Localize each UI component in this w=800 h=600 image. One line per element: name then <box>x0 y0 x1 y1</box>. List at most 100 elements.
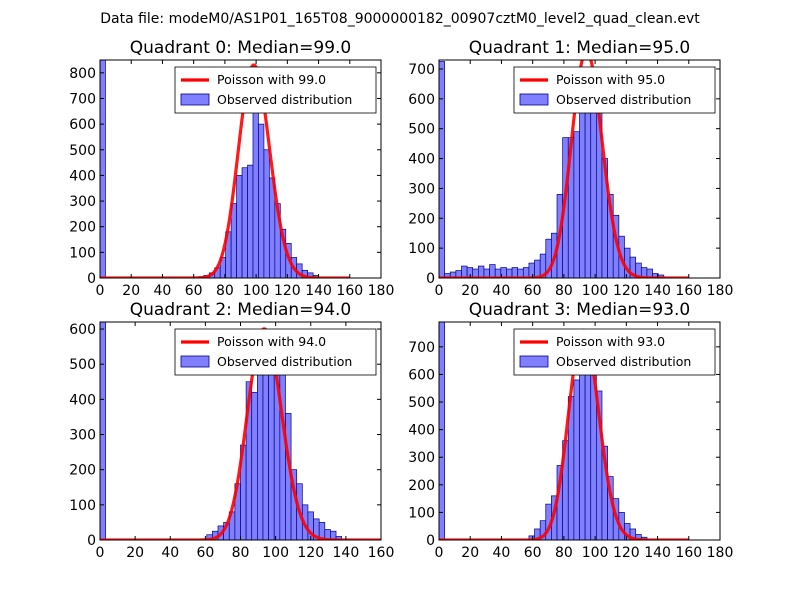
histogram-bar <box>534 259 541 278</box>
histogram-bar <box>257 349 264 540</box>
y-tick-label: 100 <box>408 505 435 521</box>
x-tick-label: 100 <box>582 545 609 561</box>
y-tick-label: 500 <box>69 357 96 373</box>
x-tick-label: 20 <box>461 545 479 561</box>
histogram-bar <box>100 60 106 278</box>
x-tick-label: 0 <box>96 545 105 561</box>
histogram-bar <box>573 379 580 540</box>
histogram-bar <box>439 322 445 540</box>
y-tick-label: 300 <box>408 450 435 466</box>
histogram-bar <box>477 265 485 278</box>
y-tick-label: 700 <box>408 340 435 356</box>
axes-frame <box>438 59 721 279</box>
subplot-title: Quadrant 2: Median=94.0 <box>130 300 352 320</box>
x-tick-label: 140 <box>305 283 332 299</box>
x-tick-label: 100 <box>582 283 609 299</box>
x-tick-label: 100 <box>262 545 289 561</box>
subplot-title: Quadrant 3: Median=93.0 <box>469 300 691 320</box>
x-tick-label: 140 <box>333 545 360 561</box>
y-tick-label: 400 <box>408 152 435 168</box>
axes-frame <box>438 321 721 541</box>
x-tick-label: 60 <box>185 283 203 299</box>
legend-observed-label: Observed distribution <box>217 92 352 107</box>
subplot-quadrant-3: Quadrant 3: Median=93.00 20 40 60 80 100 120 14… <box>408 300 733 561</box>
histogram-bar <box>439 61 445 278</box>
y-tick-label: 700 <box>408 62 435 78</box>
subplot-quadrant-0: Quadrant 0: Median=99.00 20 40 60 80 100 120 14… <box>69 38 394 299</box>
subplot-title: Quadrant 0: Median=99.0 <box>130 38 352 58</box>
x-tick-label: 0 <box>435 283 444 299</box>
x-tick-label: 80 <box>216 283 234 299</box>
histogram-bar <box>263 149 270 278</box>
histogram-bar <box>252 110 259 278</box>
x-tick-label: 120 <box>613 283 640 299</box>
legend-observed-label: Observed distribution <box>556 92 691 107</box>
x-tick-label: 0 <box>435 545 444 561</box>
x-tick-label: 60 <box>196 545 214 561</box>
y-tick-label: 200 <box>408 211 435 227</box>
histogram-bar <box>335 536 343 540</box>
x-tick-label: 40 <box>161 545 179 561</box>
y-tick-label: 400 <box>69 392 96 408</box>
histogram-bar <box>590 107 597 278</box>
y-tick-label: 400 <box>408 423 435 439</box>
histogram-bar <box>258 123 265 278</box>
x-tick-label: 120 <box>613 545 640 561</box>
x-tick-label: 80 <box>232 545 250 561</box>
y-tick-label: 600 <box>69 322 96 338</box>
histogram-bar <box>461 265 468 278</box>
x-tick-label: 60 <box>524 545 542 561</box>
histogram-bar <box>230 203 237 278</box>
y-tick-label: 600 <box>408 92 435 108</box>
x-tick-label: 140 <box>644 545 671 561</box>
x-tick-label: 40 <box>154 283 172 299</box>
plot-area <box>439 322 689 540</box>
x-tick-label: 20 <box>461 283 479 299</box>
y-tick-label: 300 <box>69 428 96 444</box>
legend: Poisson with 94.0 Observed distribution <box>174 328 377 376</box>
x-tick-label: 40 <box>493 283 511 299</box>
axes-frame <box>99 59 382 279</box>
y-tick-label: 0 <box>87 533 96 549</box>
subplot-quadrant-2: Quadrant 2: Median=94.0 0 20 40 60 80 100 120 14… <box>69 300 394 561</box>
histogram-bar <box>528 262 535 278</box>
subplot-title: Quadrant 1: Median=95.0 <box>469 38 691 58</box>
legend: Poisson with 99.0 Observed distribution <box>174 66 377 114</box>
histogram-bar <box>236 175 243 278</box>
histogram-bar <box>489 264 496 278</box>
histogram-bar <box>247 164 254 278</box>
histogram-bar <box>573 131 580 278</box>
x-tick-label: 160 <box>675 283 702 299</box>
legend-observed-swatch <box>180 355 210 368</box>
x-tick-label: 80 <box>555 545 573 561</box>
y-tick-label: 600 <box>69 117 96 133</box>
legend-observed-label: Observed distribution <box>556 354 691 369</box>
legend: Poisson with 95.0 Observed distribution <box>513 66 716 114</box>
y-tick-label: 500 <box>69 143 96 159</box>
y-tick-label: 200 <box>408 478 435 494</box>
x-tick-label: 120 <box>297 545 324 561</box>
x-tick-label: 180 <box>707 545 734 561</box>
histogram-bar <box>241 167 248 278</box>
histogram-bar <box>579 101 586 278</box>
x-tick-label: 140 <box>644 283 671 299</box>
x-tick-label: 180 <box>368 283 395 299</box>
y-tick-label: 0 <box>426 533 435 549</box>
legend-observed-swatch <box>180 93 210 106</box>
legend-observed-swatch <box>519 93 549 106</box>
x-tick-label: 80 <box>555 283 573 299</box>
plot-area <box>439 60 689 278</box>
legend-poisson-label: Poisson with 93.0 <box>556 334 665 349</box>
x-tick-label: 160 <box>336 283 363 299</box>
y-tick-label: 500 <box>408 122 435 138</box>
y-tick-label: 0 <box>87 271 96 287</box>
legend-observed-swatch <box>519 355 549 368</box>
x-tick-label: 160 <box>368 545 395 561</box>
x-tick-label: 20 <box>122 283 140 299</box>
y-tick-label: 600 <box>408 367 435 383</box>
x-tick-label: 180 <box>707 283 734 299</box>
x-tick-label: 60 <box>524 283 542 299</box>
legend-poisson-label: Poisson with 99.0 <box>217 72 326 87</box>
histogram-bar <box>100 322 106 540</box>
